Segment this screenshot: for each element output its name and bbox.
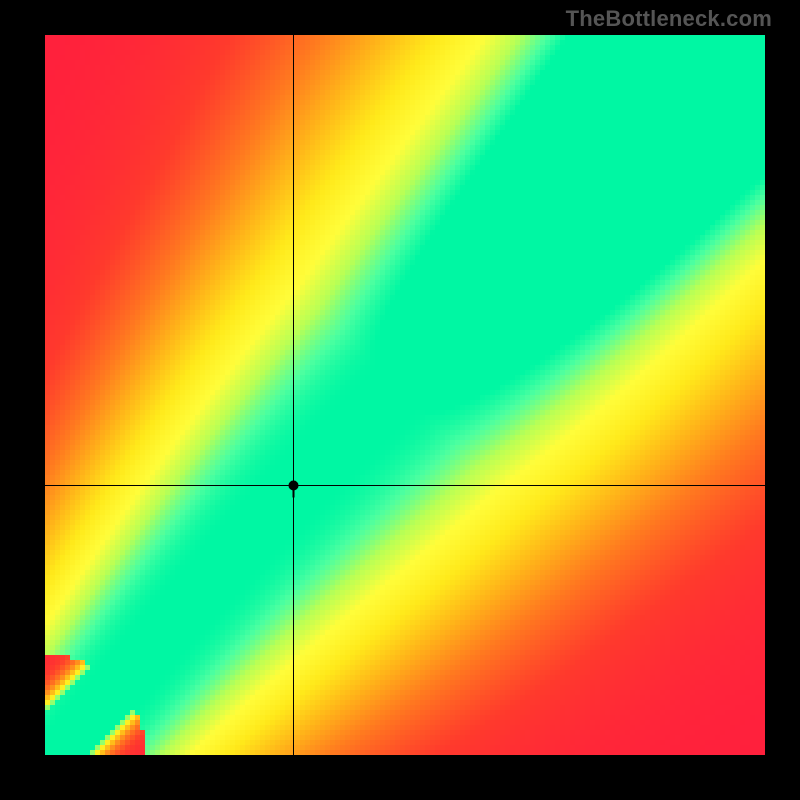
crosshair-overlay <box>45 35 765 755</box>
chart-container: TheBottleneck.com <box>0 0 800 800</box>
watermark-text: TheBottleneck.com <box>566 6 772 32</box>
heatmap-plot <box>45 35 765 755</box>
